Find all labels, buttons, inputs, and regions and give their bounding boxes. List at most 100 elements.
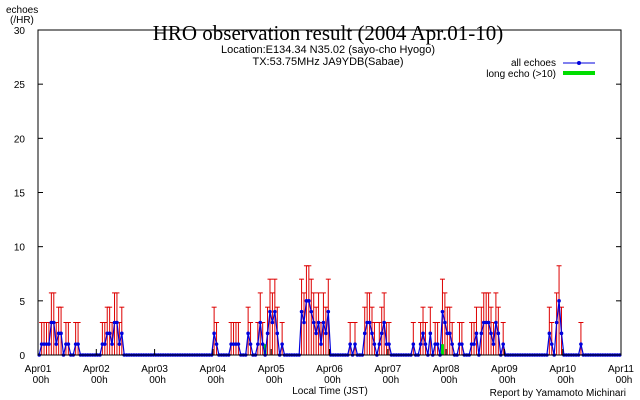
all-echoes-point (472, 342, 476, 346)
x-tick-label-hour: 00h (324, 375, 341, 386)
all-echoes-point (353, 342, 357, 346)
x-tick-label-day: Apr05 (258, 364, 285, 375)
all-echoes-point (382, 320, 386, 325)
all-echoes-point (423, 342, 428, 346)
x-tick-label-hour: 00h (149, 375, 166, 386)
all-echoes-point (428, 331, 433, 336)
all-echoes-point-layer (37, 299, 622, 357)
x-tick-label-day: Apr09 (491, 364, 518, 375)
all-echoes-point (280, 342, 284, 346)
all-echoes-point (479, 331, 484, 336)
all-echoes-point (447, 331, 452, 336)
all-echoes-point (214, 342, 219, 346)
all-echoes-point (370, 331, 374, 336)
y-tick-label: 15 (14, 189, 26, 200)
x-tick-label-day: Apr06 (316, 364, 343, 375)
legend-marker-all-echoes (577, 61, 581, 65)
all-echoes-point (120, 331, 124, 336)
all-echoes-point (559, 331, 564, 336)
all-echoes-point (307, 299, 311, 303)
all-echoes-point (474, 331, 479, 336)
all-echoes-point (117, 342, 122, 346)
all-echoes-point (489, 331, 493, 336)
all-echoes-point (372, 342, 377, 346)
all-echoes-point (66, 342, 71, 346)
all-echoes-point (256, 342, 260, 346)
chart-subtitle-tx: TX:53.75MHz JA9YDB(Sabae) (252, 56, 403, 68)
all-echoes-point (326, 309, 331, 314)
all-echoes-point (115, 320, 119, 325)
all-echoes-point (460, 342, 464, 346)
y-tick-label: 0 (19, 351, 25, 362)
all-echoes-point (76, 342, 80, 346)
x-axis-label: Local Time (JST) (292, 386, 368, 397)
all-echoes-point (554, 320, 559, 325)
all-echoes-point (362, 331, 367, 336)
x-tick-label-hour: 00h (382, 375, 399, 386)
all-echoes-point (549, 342, 554, 346)
all-echoes-point (579, 342, 583, 346)
all-echoes-point (258, 320, 263, 325)
all-echoes-point (486, 320, 491, 325)
all-echoes-point (387, 342, 391, 346)
all-echoes-point (321, 320, 326, 325)
report-credit: Report by Yamamoto Michinari (490, 388, 626, 399)
all-echoes-line-layer (38, 300, 620, 356)
all-echoes-point (348, 342, 352, 346)
x-tick-label-day: Apr02 (83, 364, 110, 375)
x-tick-label-day: Apr07 (374, 364, 401, 375)
legend-label-all-echoes: all echoes (511, 58, 556, 69)
x-tick-label-hour: 00h (33, 375, 50, 386)
chart-title: HRO observation result (2004 Apr.01-10) (153, 21, 504, 45)
x-tick-label-day: Apr04 (200, 364, 227, 375)
all-echoes-point (421, 331, 425, 336)
all-echoes-point (260, 342, 265, 346)
y-axis: 0 5 10 15 20 25 30 (14, 26, 621, 362)
y-tick-label: 10 (14, 243, 26, 254)
y-axis-label-line2: (/HR) (10, 15, 34, 26)
legend-label-long-echo: long echo (>10) (486, 69, 556, 80)
all-echoes-point (47, 342, 51, 346)
y-tick-label: 25 (14, 80, 26, 91)
all-echoes-point (268, 309, 272, 314)
all-echoes-point (107, 331, 112, 336)
x-tick-label-hour: 00h (208, 375, 225, 386)
all-echoes-point (491, 342, 496, 346)
all-echoes-point (110, 342, 114, 346)
all-echoes-point (557, 299, 561, 303)
all-echoes-point (212, 331, 216, 336)
all-echoes-point (275, 331, 280, 336)
all-echoes-point (324, 331, 328, 336)
all-echoes-point (319, 342, 323, 346)
all-echoes-point (494, 320, 498, 325)
x-tick-label-day: Apr08 (433, 364, 460, 375)
x-tick-label-day: Apr03 (141, 364, 168, 375)
x-tick-label-hour: 00h (499, 375, 516, 386)
all-echoes-point (547, 331, 552, 336)
x-tick-label-hour: 00h (91, 375, 108, 386)
all-echoes-point (270, 320, 275, 325)
all-echoes-point (377, 342, 382, 346)
x-axis: Apr0100hApr0200hApr0300hApr0400hApr0500h… (25, 349, 634, 386)
all-echoes-point (51, 320, 56, 325)
all-echoes-point (450, 342, 454, 346)
all-echoes-point (418, 342, 423, 346)
all-echoes-point (311, 320, 316, 325)
errorbar-layer (39, 265, 584, 355)
all-echoes-point (501, 342, 505, 346)
legend: all echoes long echo (>10) (486, 58, 595, 80)
y-tick-label: 30 (14, 26, 26, 37)
chart-subtitle-location: Location:E134.34 N35.02 (sayo-cho Hyogo) (221, 44, 435, 56)
all-echoes-point (248, 342, 253, 346)
x-tick-label-day: Apr01 (25, 364, 52, 375)
x-tick-label-hour: 00h (557, 375, 574, 386)
all-echoes-point (367, 320, 372, 325)
all-echoes-point (314, 331, 318, 336)
all-echoes-point (411, 342, 416, 346)
all-echoes-point (59, 331, 63, 336)
x-tick-label-day: Apr11 (608, 364, 634, 375)
x-tick-label-hour: 00h (266, 375, 283, 386)
all-echoes-point (265, 331, 270, 336)
all-echoes-point (299, 309, 304, 314)
